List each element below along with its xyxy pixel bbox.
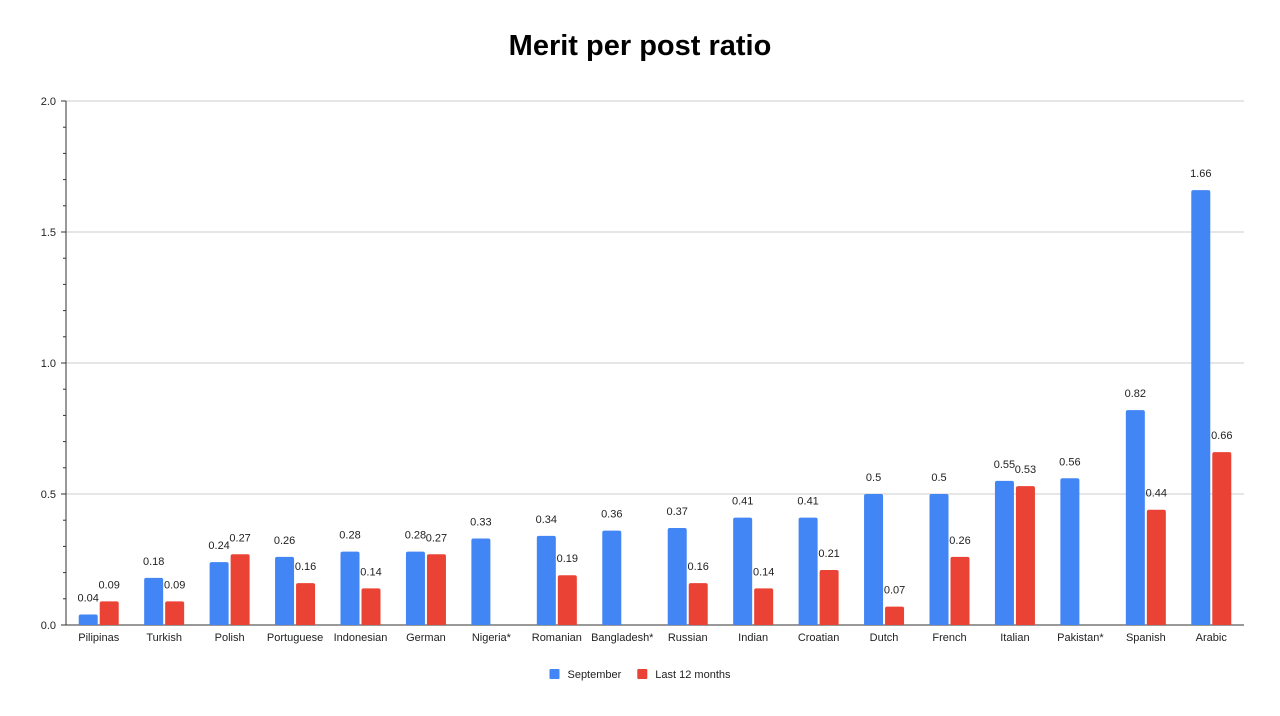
bar: [296, 583, 316, 625]
data-label: 0.16: [295, 561, 316, 573]
bar: [602, 530, 622, 625]
bar: [733, 517, 753, 625]
data-label: 0.56: [1059, 456, 1080, 468]
bar: [165, 601, 185, 625]
data-label: 0.04: [78, 593, 99, 605]
x-tick-label: Indian: [738, 632, 768, 644]
bar: [1060, 478, 1080, 625]
data-label: 1.66: [1190, 168, 1211, 180]
data-label: 0.09: [164, 579, 185, 591]
y-tick-label: 2.0: [41, 96, 56, 108]
bar: [667, 528, 687, 625]
bar: [471, 538, 491, 625]
bar: [929, 494, 949, 625]
y-tick-label: 1.0: [41, 358, 56, 370]
x-tick-label: Portuguese: [267, 632, 323, 644]
bar: [1015, 486, 1035, 625]
bar: [557, 575, 577, 625]
data-label: 0.26: [949, 535, 970, 547]
bar: [536, 535, 556, 625]
bar: [1191, 190, 1211, 625]
bar: [819, 569, 839, 625]
legend-swatch: [637, 669, 648, 679]
legend-label: September: [567, 669, 621, 681]
bar: [340, 551, 360, 625]
bar: [230, 554, 250, 625]
data-label: 0.5: [866, 472, 881, 484]
x-tick-label: Romanian: [532, 632, 582, 644]
bar: [1146, 509, 1166, 625]
data-label: 0.41: [732, 496, 753, 508]
data-label: 0.28: [339, 530, 360, 542]
data-label: 0.28: [405, 530, 426, 542]
bar: [275, 556, 295, 625]
x-tick-label: Indonesian: [334, 632, 388, 644]
data-label: 0.18: [143, 556, 164, 568]
data-label: 0.21: [818, 548, 839, 560]
data-label: 0.07: [884, 585, 905, 597]
bar: [994, 480, 1014, 625]
bar: [864, 494, 884, 625]
data-label: 0.33: [470, 517, 491, 529]
data-label: 0.34: [536, 514, 557, 526]
x-tick-label: Arabic: [1196, 632, 1228, 644]
bar: [885, 606, 905, 625]
data-label: 0.41: [797, 496, 818, 508]
x-tick-label: Spanish: [1126, 632, 1166, 644]
x-tick-label: Italian: [1000, 632, 1029, 644]
bar: [754, 588, 774, 625]
data-label: 0.26: [274, 535, 295, 547]
data-label: 0.37: [667, 506, 688, 518]
bar: [405, 551, 425, 625]
x-tick-label: Pilipinas: [78, 632, 119, 644]
data-label: 0.55: [994, 459, 1015, 471]
data-label: 0.36: [601, 509, 622, 521]
x-tick-label: Bangladesh*: [591, 632, 654, 644]
bar: [798, 517, 818, 625]
x-tick-label: Dutch: [870, 632, 899, 644]
data-label: 0.27: [229, 532, 250, 544]
data-label: 0.5: [931, 472, 946, 484]
data-label: 0.66: [1211, 430, 1232, 442]
y-tick-label: 1.5: [41, 227, 56, 239]
bar: [688, 583, 708, 625]
x-tick-label: Turkish: [146, 632, 182, 644]
legend-swatch: [549, 669, 560, 679]
data-label: 0.27: [426, 532, 447, 544]
bar: [144, 577, 164, 625]
data-label: 0.24: [208, 540, 229, 552]
bar: [1125, 410, 1145, 625]
x-tick-label: Polish: [215, 632, 245, 644]
data-label: 0.44: [1146, 488, 1167, 500]
data-label: 0.14: [360, 566, 381, 578]
data-label: 0.09: [99, 579, 120, 591]
data-label: 0.53: [1015, 464, 1036, 476]
x-tick-label: Pakistan*: [1057, 632, 1104, 644]
bar: [426, 554, 446, 625]
bar: [78, 614, 98, 625]
x-tick-label: French: [932, 632, 966, 644]
bar: [950, 556, 970, 625]
x-tick-label: Croatian: [798, 632, 840, 644]
x-tick-label: Nigeria*: [472, 632, 512, 644]
chart-title: Merit per post ratio: [508, 30, 772, 62]
bar: [1212, 452, 1232, 625]
x-tick-label: German: [406, 632, 446, 644]
bar: [209, 562, 229, 625]
y-tick-label: 0.5: [41, 489, 56, 501]
legend-label: Last 12 months: [655, 669, 731, 681]
y-tick-label: 0.0: [41, 620, 56, 632]
data-label: 0.16: [688, 561, 709, 573]
data-label: 0.19: [557, 553, 578, 565]
data-label: 0.14: [753, 566, 774, 578]
bar: [361, 588, 381, 625]
bar: [99, 601, 119, 625]
x-tick-label: Russian: [668, 632, 708, 644]
data-label: 0.82: [1125, 388, 1146, 400]
